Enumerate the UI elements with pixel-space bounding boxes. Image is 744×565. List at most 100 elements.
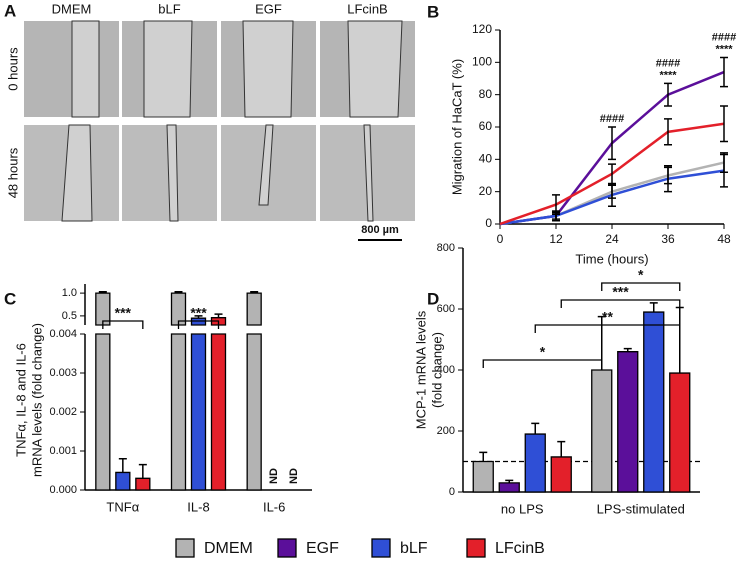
x-tick-label: LPS-stimulated xyxy=(597,501,685,516)
error-bar xyxy=(479,451,488,462)
scale-bar-label: 800 µm xyxy=(361,224,399,236)
bar xyxy=(669,372,691,493)
bar xyxy=(591,369,613,493)
y-tick-label: 0.004 xyxy=(49,328,77,340)
column-label: EGF xyxy=(255,1,282,16)
x-tick-label: 24 xyxy=(605,232,619,246)
bar xyxy=(135,477,151,491)
wound-area xyxy=(242,20,294,118)
column-label: DMEM xyxy=(52,1,92,16)
row-label: 48 hours xyxy=(5,147,20,198)
y-tick-label: 1.0 xyxy=(62,287,77,299)
significance-bracket xyxy=(102,320,144,329)
x-tick-label: 48 xyxy=(717,232,731,246)
significance-label: * xyxy=(540,344,546,360)
y-tick-label: 600 xyxy=(437,303,455,315)
error-bar xyxy=(138,463,147,479)
wound-area xyxy=(166,124,179,222)
x-tick-label: TNFα xyxy=(106,499,139,514)
panel-label: A xyxy=(4,1,16,20)
x-tick-label: IL-8 xyxy=(187,499,209,514)
bar xyxy=(617,351,639,493)
y-tick-label: 400 xyxy=(437,364,455,376)
panel-label: B xyxy=(427,2,439,21)
value-label: ND xyxy=(268,468,280,484)
x-tick-label: 36 xyxy=(661,232,675,246)
significance-label: *** xyxy=(115,305,132,321)
y-tick-label: 800 xyxy=(437,242,455,254)
y-tick-label: 80 xyxy=(479,87,493,101)
legend-label: LFcinB xyxy=(495,540,545,557)
bar xyxy=(472,460,494,493)
wound-area xyxy=(258,124,274,206)
y-axis-label: MCP-1 mRNA levels xyxy=(413,310,428,429)
legend-label: bLF xyxy=(400,540,428,557)
y-tick-label: 0.001 xyxy=(49,445,77,457)
value-label: ND xyxy=(288,468,300,484)
wound-area xyxy=(363,124,374,222)
legend-label: DMEM xyxy=(204,540,253,557)
error-bar xyxy=(720,105,728,143)
y-tick-label: 0.000 xyxy=(49,484,77,496)
y-tick-label: 0.003 xyxy=(49,367,77,379)
bar xyxy=(190,317,207,491)
wound-area xyxy=(347,20,403,118)
error-bar xyxy=(557,440,566,457)
error-bar xyxy=(552,194,560,216)
legend-swatch xyxy=(175,538,195,558)
legend-label: EGF xyxy=(306,540,339,557)
wound-area xyxy=(71,20,100,118)
significance-bracket xyxy=(482,359,603,368)
error-bar xyxy=(664,118,672,146)
legend-swatch xyxy=(277,538,297,558)
x-tick-label: 0 xyxy=(497,232,504,246)
error-bar xyxy=(664,82,672,107)
y-tick-label: 40 xyxy=(479,152,493,166)
annotation: #### xyxy=(600,113,624,125)
bar xyxy=(95,292,111,491)
annotation: #### xyxy=(712,31,736,43)
bar xyxy=(115,471,131,491)
error-bar xyxy=(174,290,183,294)
error-bar xyxy=(675,306,684,374)
x-axis-label: Time (hours) xyxy=(575,251,648,266)
y-tick-label: 20 xyxy=(479,184,493,198)
bar xyxy=(210,317,227,491)
y-tick-label: 100 xyxy=(472,55,492,69)
error-bar xyxy=(623,347,632,352)
error-bar xyxy=(214,313,223,318)
error-bar xyxy=(505,479,514,483)
y-tick-label: 120 xyxy=(472,22,492,36)
error-bar xyxy=(194,315,203,319)
bar xyxy=(524,433,546,493)
x-tick-label: IL-6 xyxy=(263,499,285,514)
significance-bracket xyxy=(534,324,681,333)
legend-swatch xyxy=(371,538,391,558)
x-tick-label: 12 xyxy=(549,232,563,246)
y-tick-label: 0.5 xyxy=(62,310,77,322)
y-tick-label: 0 xyxy=(485,216,492,230)
annotation: **** xyxy=(659,69,677,81)
y-tick-label: 200 xyxy=(437,425,455,437)
error-bar xyxy=(250,290,259,294)
significance-label: *** xyxy=(612,284,629,300)
error-bar xyxy=(608,163,616,185)
significance-label: *** xyxy=(190,305,207,321)
significance-bracket xyxy=(601,282,681,291)
error-bar xyxy=(720,56,728,88)
y-axis-label: Migration of HaCaT (%) xyxy=(449,59,464,195)
y-axis-label: TNFα, IL-8 and IL-6 xyxy=(13,343,28,457)
bar xyxy=(246,292,262,491)
bar xyxy=(498,482,520,493)
wound-area xyxy=(143,20,193,118)
annotation: **** xyxy=(715,43,733,55)
bar xyxy=(643,311,665,493)
error-bar xyxy=(118,458,127,473)
significance-label: * xyxy=(638,267,644,283)
row-label: 0 hours xyxy=(5,47,20,91)
panel-label: C xyxy=(4,289,16,308)
y-tick-label: 0 xyxy=(449,486,455,498)
error-bar xyxy=(720,153,728,188)
panel-label: D xyxy=(427,289,439,308)
